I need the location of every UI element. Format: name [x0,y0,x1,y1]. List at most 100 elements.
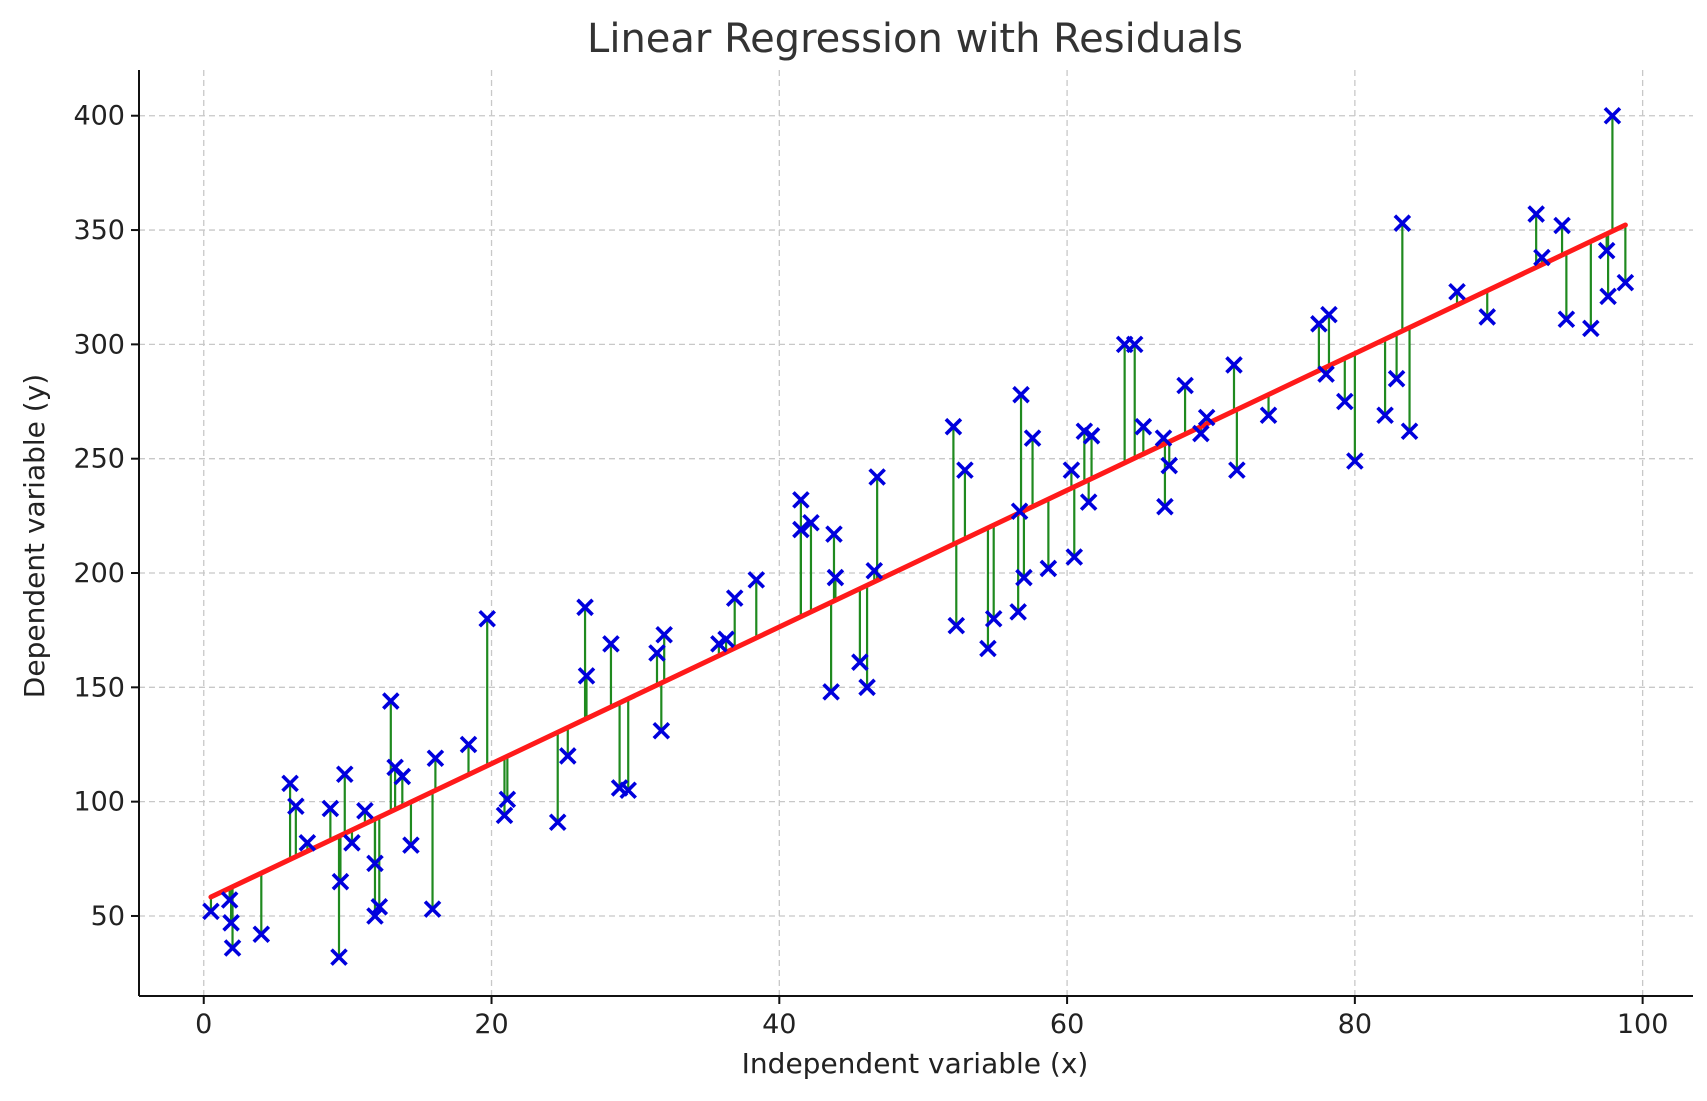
data-point [393,767,412,786]
data-point [1533,248,1551,267]
data-point [1448,283,1466,301]
data-point [366,907,384,925]
data-point [321,799,340,818]
data-point [366,854,384,873]
data-point [1400,422,1419,441]
data-point [602,635,620,653]
data-point [576,598,594,617]
data-point [725,589,744,607]
data-point [402,836,420,854]
y-tick-label: 150 [73,672,125,703]
data-point [220,891,239,909]
residual-layer [209,115,1627,958]
data-point [1160,456,1179,475]
data-point [1557,310,1576,328]
data-point [1346,452,1364,470]
data-point [559,747,577,765]
data-point [1039,559,1058,578]
data-point [1553,216,1571,235]
y-tick-label: 400 [73,101,125,132]
data-point [1125,335,1144,354]
data-point [747,571,766,589]
data-point [548,813,567,832]
y-tick-label: 200 [73,558,125,589]
data-point [1603,106,1622,125]
x-tick-label: 20 [474,1009,508,1040]
data-point [281,774,299,793]
data-point [1336,392,1354,411]
data-point [298,834,317,852]
data-point [1393,214,1412,232]
data-point [1582,319,1600,338]
data-point [382,692,400,710]
regression-line [208,222,1628,900]
data-point [1597,241,1616,260]
data-point [222,914,240,932]
data-point [459,735,478,754]
data-point [956,461,974,479]
x-tick-label: 100 [1617,1009,1669,1040]
data-point [1527,205,1545,223]
data-point [478,609,496,628]
data-point [648,644,666,662]
data-point [1387,369,1406,388]
data-point [356,802,374,820]
x-tick-label: 60 [1050,1009,1084,1040]
data-point [330,948,348,966]
x-tick-label: 80 [1338,1009,1372,1040]
y-tick-label: 100 [73,787,125,818]
axis-layer: 0 20 40 60 80 100 50 100 150 200 250 300 350 400 [73,70,1693,1040]
data-point [792,520,810,539]
data-point [335,765,354,783]
x-axis-label: Independent variable (x) [742,1047,1089,1080]
data-point [825,525,843,543]
data-point [1023,429,1042,447]
data-point [1010,502,1029,521]
y-tick-label: 350 [73,215,125,246]
data-point [1015,568,1033,587]
data-point [655,625,673,644]
data-point [1062,461,1081,479]
data-point [1134,417,1153,436]
data-point [1317,365,1335,383]
data-point [498,790,517,809]
y-axis-label: Dependent variable (y) [18,374,51,698]
fit-layer [208,222,1628,900]
data-point [792,491,810,509]
data-point [426,749,445,767]
data-point [947,616,966,635]
data-point [1478,308,1497,326]
data-point [1197,408,1216,427]
data-point [495,806,514,825]
data-point [1320,305,1338,324]
data-point [1225,356,1243,374]
y-tick-label: 300 [73,329,125,360]
y-tick-label: 50 [91,901,125,932]
data-point [826,568,845,587]
data-point [717,630,735,649]
data-point [1009,603,1027,621]
data-point [1065,548,1084,566]
data-point [252,925,271,944]
data-point [287,797,305,815]
data-point [619,781,637,799]
data-point [331,872,350,891]
data-point [868,468,886,486]
data-point [1192,424,1210,443]
data-point [223,939,242,957]
y-tick-label: 250 [73,444,125,475]
grid-layer [139,70,1693,996]
data-point [1154,429,1173,447]
data-point [1616,273,1635,292]
data-point [984,609,1003,628]
data-point [944,417,963,436]
data-point [202,902,220,921]
data-point [652,722,671,740]
data-point [822,683,840,701]
data-point [1079,493,1098,511]
data-point [343,834,361,852]
point-layer [202,106,1635,966]
data-point [1376,406,1394,425]
data-point [423,900,442,918]
chart-title: Linear Regression with Residuals [587,16,1243,62]
